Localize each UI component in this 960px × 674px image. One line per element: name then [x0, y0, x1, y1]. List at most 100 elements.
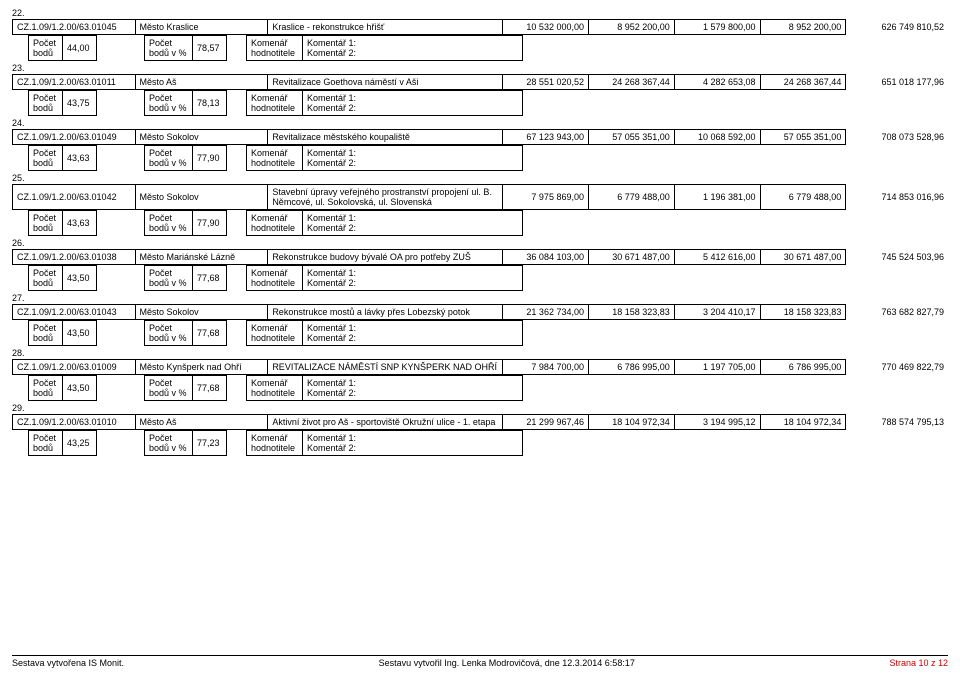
- cell-cumulative: 763 682 827,79: [846, 305, 948, 320]
- record-number: 22.: [12, 8, 948, 18]
- komentar-cell: Komentář 1: Komentář 2:: [303, 146, 523, 171]
- footer-center: Sestavu vytvořil Ing. Lenka Modrovičová,…: [379, 658, 635, 668]
- record-number: 23.: [12, 63, 948, 73]
- cell-amount-2: 18 158 323,83: [588, 305, 674, 320]
- page-footer: Sestava vytvořena IS Monit. Sestavu vytv…: [12, 655, 948, 668]
- cell-applicant: Město Sokolov: [135, 185, 268, 210]
- cell-amount-3: 1 196 381,00: [674, 185, 760, 210]
- record-sub-table: Počet bodů 43,50 Počet bodů v % 77,68 Ko…: [28, 265, 523, 291]
- label-pocet-bodu-pct: Počet bodů v %: [145, 266, 193, 291]
- komentar-1: Komentář 1:: [307, 93, 518, 103]
- cell-title: REVITALIZACE NÁMĚSTÍ SNP KYNŠPERK NAD OH…: [268, 360, 503, 375]
- label-pocet-bodu: Počet bodů: [29, 146, 63, 171]
- record-sub-table: Počet bodů 43,75 Počet bodů v % 78,13 Ko…: [28, 90, 523, 116]
- cell-amount-4: 18 158 323,83: [760, 305, 846, 320]
- value-pocet-bodu-pct: 77,68: [193, 321, 227, 346]
- footer-page: Strana 10 z 12: [889, 658, 948, 668]
- cell-title: Revitalizace Goethova náměstí v Aši: [268, 75, 503, 90]
- value-pocet-bodu: 43,75: [63, 91, 97, 116]
- cell-amount-1: 67 123 943,00: [503, 130, 589, 145]
- label-pocet-bodu-pct: Počet bodů v %: [145, 211, 193, 236]
- record-main-table: CZ.1.09/1.2.00/63.01042 Město Sokolov St…: [12, 184, 948, 210]
- record-number: 24.: [12, 118, 948, 128]
- label-komenar: Komenář hodnotitele: [247, 36, 303, 61]
- value-pocet-bodu-pct: 77,68: [193, 376, 227, 401]
- cell-applicant: Město Sokolov: [135, 130, 268, 145]
- komentar-2: Komentář 2:: [307, 158, 518, 168]
- cell-amount-1: 28 551 020,52: [503, 75, 589, 90]
- cell-title: Rekonstrukce budovy bývalé OA pro potřeb…: [268, 250, 503, 265]
- value-pocet-bodu-pct: 78,13: [193, 91, 227, 116]
- komentar-1: Komentář 1:: [307, 378, 518, 388]
- cell-amount-1: 7 984 700,00: [503, 360, 589, 375]
- value-pocet-bodu: 43,63: [63, 211, 97, 236]
- label-komenar: Komenář hodnotitele: [247, 146, 303, 171]
- cell-amount-3: 10 068 592,00: [674, 130, 760, 145]
- value-pocet-bodu: 43,25: [63, 431, 97, 456]
- cell-amount-4: 6 779 488,00: [760, 185, 846, 210]
- cell-amount-2: 30 671 487,00: [588, 250, 674, 265]
- cell-code: CZ.1.09/1.2.00/63.01009: [13, 360, 136, 375]
- komentar-1: Komentář 1:: [307, 323, 518, 333]
- cell-title: Revitalizace městského koupaliště: [268, 130, 503, 145]
- cell-cumulative: 788 574 795,13: [846, 415, 948, 430]
- cell-title: Aktivní život pro Aš - sportoviště Okruž…: [268, 415, 503, 430]
- label-pocet-bodu: Počet bodů: [29, 266, 63, 291]
- label-komenar: Komenář hodnotitele: [247, 321, 303, 346]
- value-pocet-bodu: 44,00: [63, 36, 97, 61]
- record-main-table: CZ.1.09/1.2.00/63.01011 Město Aš Revital…: [12, 74, 948, 90]
- record: 23. CZ.1.09/1.2.00/63.01011 Město Aš Rev…: [12, 63, 948, 116]
- cell-amount-2: 24 268 367,44: [588, 75, 674, 90]
- cell-amount-2: 6 786 995,00: [588, 360, 674, 375]
- komentar-2: Komentář 2:: [307, 223, 518, 233]
- record-number: 27.: [12, 293, 948, 303]
- record: 22. CZ.1.09/1.2.00/63.01045 Město Krasli…: [12, 8, 948, 61]
- cell-cumulative: 626 749 810,52: [846, 20, 948, 35]
- komentar-1: Komentář 1:: [307, 38, 518, 48]
- label-pocet-bodu: Počet bodů: [29, 91, 63, 116]
- label-pocet-bodu: Počet bodů: [29, 321, 63, 346]
- cell-code: CZ.1.09/1.2.00/63.01010: [13, 415, 136, 430]
- komentar-1: Komentář 1:: [307, 268, 518, 278]
- cell-amount-3: 3 194 995,12: [674, 415, 760, 430]
- label-pocet-bodu-pct: Počet bodů v %: [145, 146, 193, 171]
- komentar-1: Komentář 1:: [307, 213, 518, 223]
- cell-code: CZ.1.09/1.2.00/63.01011: [13, 75, 136, 90]
- value-pocet-bodu-pct: 77,90: [193, 146, 227, 171]
- komentar-cell: Komentář 1: Komentář 2:: [303, 211, 523, 236]
- cell-amount-3: 4 282 653,08: [674, 75, 760, 90]
- cell-amount-2: 57 055 351,00: [588, 130, 674, 145]
- komentar-2: Komentář 2:: [307, 278, 518, 288]
- record-sub-table: Počet bodů 43,63 Počet bodů v % 77,90 Ko…: [28, 210, 523, 236]
- cell-amount-1: 21 299 967,46: [503, 415, 589, 430]
- label-pocet-bodu: Počet bodů: [29, 431, 63, 456]
- value-pocet-bodu: 43,63: [63, 146, 97, 171]
- record-main-table: CZ.1.09/1.2.00/63.01038 Město Mariánské …: [12, 249, 948, 265]
- label-pocet-bodu-pct: Počet bodů v %: [145, 376, 193, 401]
- value-pocet-bodu-pct: 77,90: [193, 211, 227, 236]
- cell-cumulative: 714 853 016,96: [846, 185, 948, 210]
- cell-cumulative: 651 018 177,96: [846, 75, 948, 90]
- label-komenar: Komenář hodnotitele: [247, 431, 303, 456]
- record-sub-table: Počet bodů 44,00 Počet bodů v % 78,57 Ko…: [28, 35, 523, 61]
- komentar-cell: Komentář 1: Komentář 2:: [303, 431, 523, 456]
- record: 29. CZ.1.09/1.2.00/63.01010 Město Aš Akt…: [12, 403, 948, 456]
- komentar-2: Komentář 2:: [307, 333, 518, 343]
- komentar-2: Komentář 2:: [307, 388, 518, 398]
- record-sub-table: Počet bodů 43,50 Počet bodů v % 77,68 Ko…: [28, 375, 523, 401]
- record-sub-table: Počet bodů 43,25 Počet bodů v % 77,23 Ko…: [28, 430, 523, 456]
- label-komenar: Komenář hodnotitele: [247, 91, 303, 116]
- cell-code: CZ.1.09/1.2.00/63.01043: [13, 305, 136, 320]
- komentar-1: Komentář 1:: [307, 433, 518, 443]
- label-komenar: Komenář hodnotitele: [247, 376, 303, 401]
- record-main-table: CZ.1.09/1.2.00/63.01009 Město Kynšperk n…: [12, 359, 948, 375]
- label-pocet-bodu: Počet bodů: [29, 211, 63, 236]
- label-pocet-bodu: Počet bodů: [29, 36, 63, 61]
- cell-cumulative: 770 469 822,79: [846, 360, 948, 375]
- value-pocet-bodu-pct: 77,68: [193, 266, 227, 291]
- komentar-cell: Komentář 1: Komentář 2:: [303, 36, 523, 61]
- komentar-cell: Komentář 1: Komentář 2:: [303, 376, 523, 401]
- record: 28. CZ.1.09/1.2.00/63.01009 Město Kynšpe…: [12, 348, 948, 401]
- cell-cumulative: 708 073 528,96: [846, 130, 948, 145]
- komentar-2: Komentář 2:: [307, 103, 518, 113]
